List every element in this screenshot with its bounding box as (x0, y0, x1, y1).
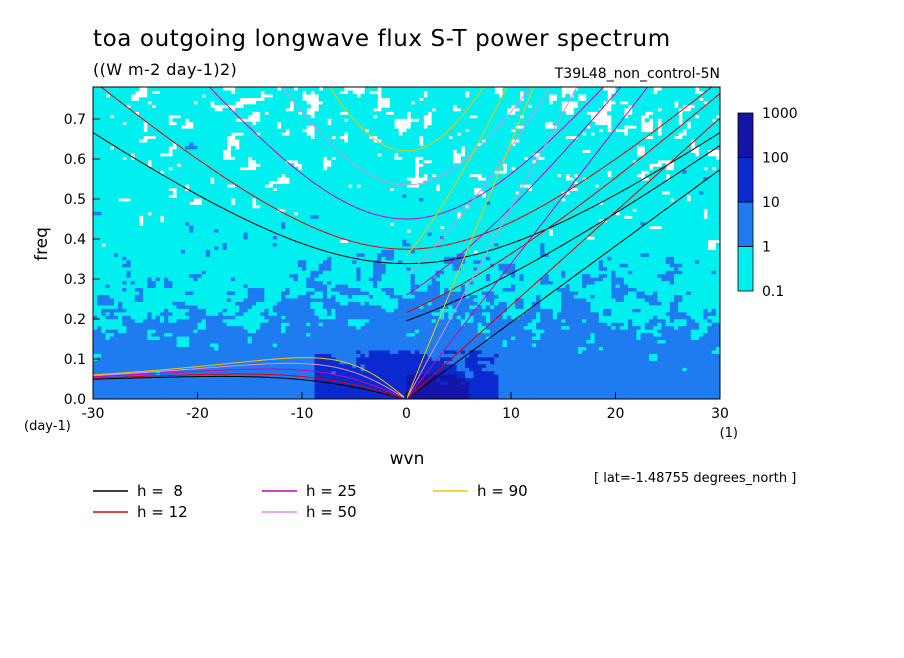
y-tick-label: 0.6 (64, 152, 86, 168)
chart-titles: toa outgoing longwave flux S-T power spe… (93, 26, 720, 82)
x-tick-label: -20 (186, 406, 209, 422)
y-tick-label: 0.7 (64, 112, 86, 128)
legend-label: h = 25 (306, 482, 357, 500)
x-unit-label: (1) (720, 426, 738, 441)
colorbar-swatch (738, 202, 753, 247)
y-tick-label: 0.1 (64, 352, 86, 368)
lat-note: [ lat=-1.48755 degrees_north ] (594, 471, 796, 486)
y-unit-label: (day-1) (24, 419, 71, 434)
colorbar-swatch (738, 113, 753, 158)
colorbar-label: 10 (762, 195, 780, 211)
spectrum-field (93, 87, 721, 400)
y-axis-label: freq (32, 227, 52, 261)
colorbar: 0.1 1 10 100 1000 (738, 106, 798, 300)
y-tick-label: 0.0 (64, 392, 86, 408)
plot-area (93, 87, 721, 400)
x-tick-label: 20 (607, 406, 625, 422)
y-tick-label: 0.5 (64, 192, 86, 208)
x-axis-label: wvn (390, 449, 425, 469)
legend-label: h = 50 (306, 503, 357, 521)
x-tick-label: -10 (291, 406, 314, 422)
chart-title: toa outgoing longwave flux S-T power spe… (93, 26, 671, 52)
colorbar-label: 100 (762, 151, 789, 167)
legend-label: h = 90 (477, 482, 528, 500)
legend-label: h = 8 (137, 482, 183, 500)
colorbar-swatch (738, 158, 753, 203)
y-tick-label: 0.4 (64, 232, 86, 248)
x-tick-label: 10 (502, 406, 520, 422)
legend: h = 8 h = 12 h = 25 h = 50 h = 90 (93, 482, 528, 521)
x-tick-label: -30 (82, 406, 105, 422)
legend-label: h = 12 (137, 503, 188, 521)
colorbar-swatch (738, 247, 753, 292)
y-tick-label: 0.2 (64, 312, 86, 328)
colorbar-label: 1 (762, 240, 771, 256)
colorbar-label: 1000 (762, 106, 798, 122)
x-tick-label: 30 (711, 406, 729, 422)
x-tick-label: 0 (402, 406, 411, 422)
run-label: T39L48_non_control-5N (554, 66, 720, 82)
y-tick-label: 0.3 (64, 272, 86, 288)
units-label: ((W m-2 day-1)2) (93, 60, 237, 79)
colorbar-label: 0.1 (762, 284, 784, 300)
